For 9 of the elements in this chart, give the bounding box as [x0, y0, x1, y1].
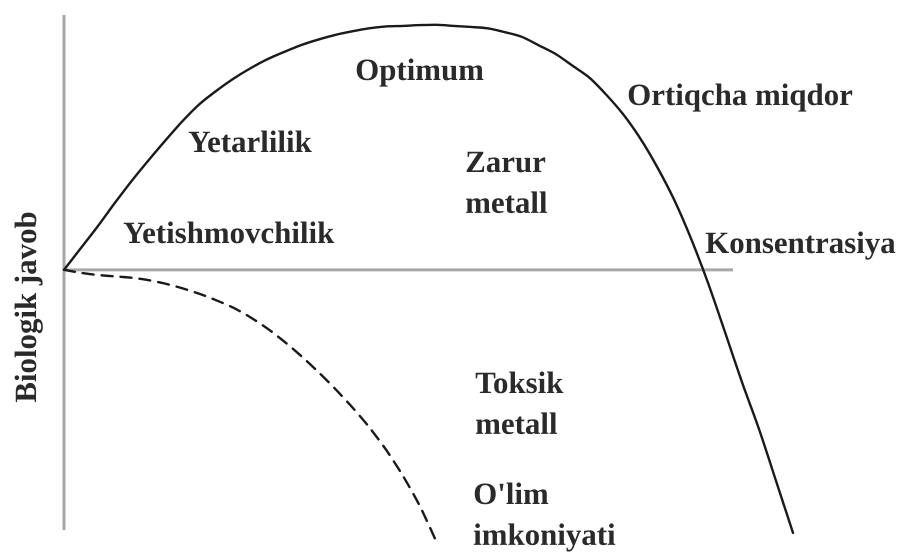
annotation: O'lim imkoniyati [474, 482, 616, 552]
text: Toksik metall [476, 372, 564, 434]
annotation: Ortiqcha miqdor [628, 84, 852, 112]
x-axis-title: Konsentrasiya [706, 232, 896, 260]
annotation: Optimum [356, 58, 484, 87]
text: Zarur metall [466, 152, 548, 214]
annotation: Yetarlilik [188, 130, 312, 152]
y-axis-title: Biologik javob [14, 212, 43, 402]
annotation: Yetishmovchilik [124, 222, 334, 244]
